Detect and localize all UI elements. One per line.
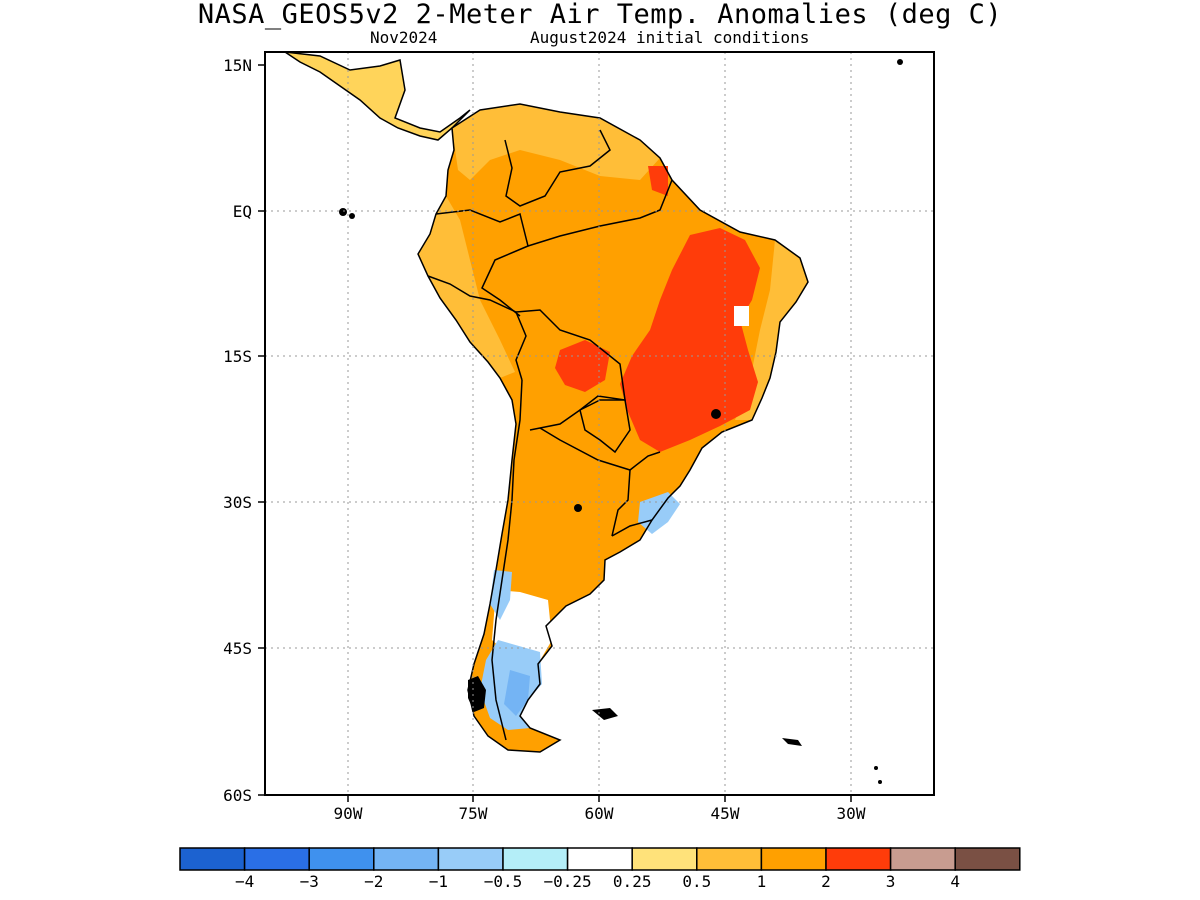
- initial-conditions: August2024 initial conditions: [530, 28, 810, 47]
- axis-ticks: [258, 64, 852, 802]
- colorbar-swatch: [889, 847, 956, 871]
- colorbar-swatch: [954, 847, 1021, 871]
- anomaly-zone-hot-bolivia: [555, 340, 610, 392]
- lat-label: 60S: [223, 786, 252, 805]
- colorbar-swatch: [179, 847, 246, 871]
- colorbar-label: −4: [235, 872, 254, 891]
- colorbar-swatch: [760, 847, 827, 871]
- islands: [339, 59, 903, 784]
- anomaly-zone-cool-uruguay: [638, 492, 680, 534]
- lat-label: 15S: [223, 347, 252, 366]
- colorbar-label: −0.25: [544, 872, 592, 891]
- colorbar-swatch: [825, 847, 892, 871]
- colorbar-label: 2: [821, 872, 831, 891]
- forecast-month: Nov2024: [370, 28, 438, 47]
- colorbar-swatch: [696, 847, 763, 871]
- lat-label: EQ: [233, 202, 252, 221]
- lat-label: 15N: [223, 56, 252, 75]
- lon-label: 90W: [334, 804, 363, 823]
- lat-label: 30S: [223, 493, 252, 512]
- chart-title: NASA_GEOS5v2 2-Meter Air Temp. Anomalies…: [197, 0, 1003, 30]
- colorbar-label: 0.5: [682, 872, 711, 891]
- colorbar-swatch: [437, 847, 504, 871]
- lon-label: 45W: [711, 804, 740, 823]
- map-field: [265, 52, 934, 795]
- anomaly-zone-light-west: [418, 196, 515, 378]
- colorbar-label: −0.5: [484, 872, 523, 891]
- lon-label: 75W: [459, 804, 488, 823]
- colorbar-swatch: [373, 847, 440, 871]
- anomaly-zone-cooler-patagonia: [504, 670, 530, 716]
- anomaly-neutral-cell: [734, 306, 749, 326]
- colorbar-label: 4: [950, 872, 960, 891]
- central-america: [284, 52, 471, 141]
- colorbar-swatch: [243, 847, 310, 871]
- country-borders: [417, 103, 809, 753]
- lat-label: 45S: [223, 639, 252, 658]
- colorbar-label: −3: [300, 872, 319, 891]
- colorbar-swatch: [308, 847, 375, 871]
- lon-label: 30W: [837, 804, 866, 823]
- latitude-labels: 15N EQ 15S 30S 45S 60S: [223, 56, 252, 805]
- colorbar-label: 0.25: [613, 872, 652, 891]
- colorbar-label: −1: [429, 872, 448, 891]
- anomaly-zone-cool-chile: [490, 570, 512, 620]
- lon-label: 60W: [585, 804, 614, 823]
- colorbar: −4 −3 −2 −1 −0.5 −0.25 0.25 0.5 1 2 3 4: [179, 847, 1021, 891]
- anomaly-zone-hot-north: [648, 166, 668, 196]
- colorbar-swatch: [502, 847, 569, 871]
- colorbar-label: −2: [364, 872, 383, 891]
- graticule: [265, 52, 934, 795]
- colorbar-label: 1: [757, 872, 767, 891]
- colorbar-swatch: [566, 847, 633, 871]
- longitude-labels: 90W 75W 60W 45W 30W: [334, 804, 866, 823]
- colorbar-label: 3: [886, 872, 896, 891]
- colorbar-swatch: [631, 847, 698, 871]
